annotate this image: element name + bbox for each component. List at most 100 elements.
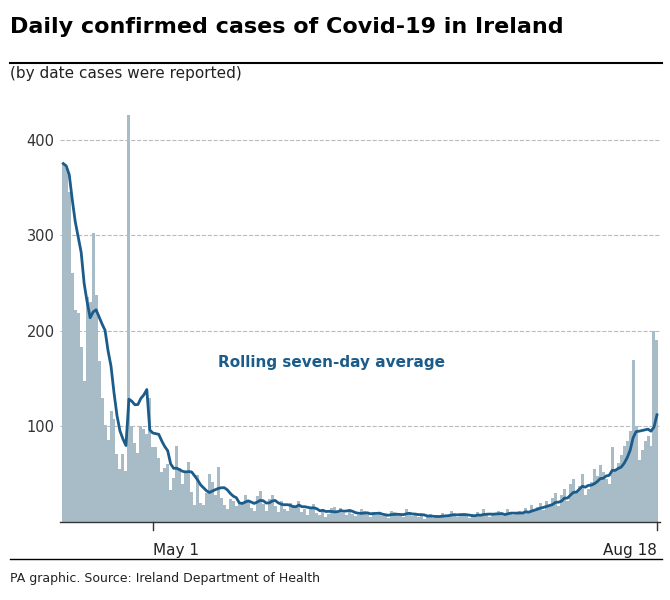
Bar bbox=[330, 508, 333, 522]
Bar bbox=[399, 515, 402, 522]
Bar bbox=[115, 454, 119, 522]
Bar bbox=[530, 505, 533, 522]
Bar bbox=[348, 511, 351, 522]
Bar bbox=[175, 446, 178, 522]
Bar bbox=[291, 505, 295, 522]
Bar bbox=[202, 505, 205, 522]
Bar bbox=[551, 498, 554, 522]
Bar bbox=[542, 509, 545, 522]
Bar bbox=[587, 488, 590, 522]
Bar bbox=[125, 472, 127, 522]
Bar bbox=[599, 464, 602, 522]
Bar bbox=[578, 485, 581, 522]
Bar bbox=[217, 467, 220, 522]
Bar bbox=[170, 490, 172, 522]
Bar bbox=[324, 517, 328, 522]
Bar bbox=[524, 508, 527, 522]
Bar bbox=[205, 493, 208, 522]
Bar bbox=[211, 482, 214, 522]
Bar bbox=[273, 506, 277, 522]
Bar bbox=[256, 496, 259, 522]
Bar bbox=[137, 453, 139, 522]
Bar bbox=[241, 502, 244, 522]
Text: Aug 18: Aug 18 bbox=[603, 543, 657, 558]
Bar bbox=[333, 507, 336, 522]
Bar bbox=[384, 514, 387, 522]
Bar bbox=[92, 233, 94, 522]
Bar bbox=[133, 443, 137, 522]
Bar bbox=[417, 517, 420, 522]
Bar bbox=[375, 515, 378, 522]
Bar bbox=[414, 514, 417, 522]
Bar bbox=[297, 501, 300, 522]
Bar bbox=[88, 302, 92, 522]
Bar bbox=[378, 514, 381, 522]
Bar bbox=[267, 499, 271, 522]
Bar bbox=[497, 511, 500, 522]
Bar bbox=[622, 446, 626, 522]
Bar bbox=[423, 519, 425, 522]
Bar bbox=[554, 493, 557, 522]
Bar bbox=[605, 479, 608, 522]
Bar bbox=[154, 448, 157, 522]
Bar bbox=[121, 454, 125, 522]
Bar bbox=[521, 514, 524, 522]
Bar bbox=[62, 164, 65, 522]
Bar bbox=[131, 427, 133, 522]
Bar bbox=[247, 500, 250, 522]
Bar bbox=[360, 509, 363, 522]
Bar bbox=[289, 503, 291, 522]
Bar bbox=[119, 469, 121, 522]
Bar bbox=[425, 516, 429, 522]
Bar bbox=[620, 455, 622, 522]
Bar bbox=[482, 509, 486, 522]
Bar bbox=[328, 514, 330, 522]
Bar bbox=[515, 514, 518, 522]
Bar bbox=[250, 508, 253, 522]
Bar bbox=[402, 517, 405, 522]
Bar bbox=[584, 495, 587, 522]
Bar bbox=[190, 493, 193, 522]
Bar bbox=[539, 503, 542, 522]
Bar bbox=[310, 507, 312, 522]
Bar bbox=[560, 495, 563, 522]
Bar bbox=[345, 515, 348, 522]
Bar bbox=[441, 514, 444, 522]
Bar bbox=[160, 472, 163, 522]
Bar bbox=[536, 507, 539, 522]
Bar bbox=[557, 506, 560, 522]
Bar bbox=[488, 517, 491, 522]
Bar bbox=[572, 479, 575, 522]
Bar bbox=[279, 501, 283, 522]
Bar bbox=[614, 469, 616, 522]
Bar bbox=[411, 516, 414, 522]
Bar bbox=[265, 511, 267, 522]
Bar bbox=[450, 511, 453, 522]
Bar bbox=[94, 295, 98, 522]
Bar bbox=[312, 504, 316, 522]
Bar bbox=[447, 515, 450, 522]
Bar bbox=[306, 515, 310, 522]
Bar bbox=[65, 169, 68, 522]
Bar bbox=[351, 514, 354, 522]
Bar bbox=[196, 475, 199, 522]
Text: (by date cases were reported): (by date cases were reported) bbox=[10, 66, 242, 81]
Bar bbox=[503, 516, 507, 522]
Bar bbox=[476, 512, 480, 522]
Bar bbox=[145, 434, 148, 522]
Bar bbox=[408, 514, 411, 522]
Text: Daily confirmed cases of Covid-19 in Ireland: Daily confirmed cases of Covid-19 in Ire… bbox=[10, 17, 563, 37]
Bar bbox=[390, 511, 393, 522]
Bar bbox=[148, 398, 151, 522]
Bar bbox=[199, 503, 202, 522]
Bar bbox=[262, 504, 265, 522]
Bar bbox=[486, 514, 488, 522]
Bar bbox=[590, 482, 593, 522]
Bar bbox=[628, 431, 632, 522]
Bar bbox=[509, 512, 513, 522]
Bar bbox=[208, 474, 211, 522]
Bar bbox=[464, 516, 468, 522]
Bar bbox=[354, 516, 357, 522]
Bar bbox=[458, 515, 462, 522]
Bar bbox=[184, 472, 187, 522]
